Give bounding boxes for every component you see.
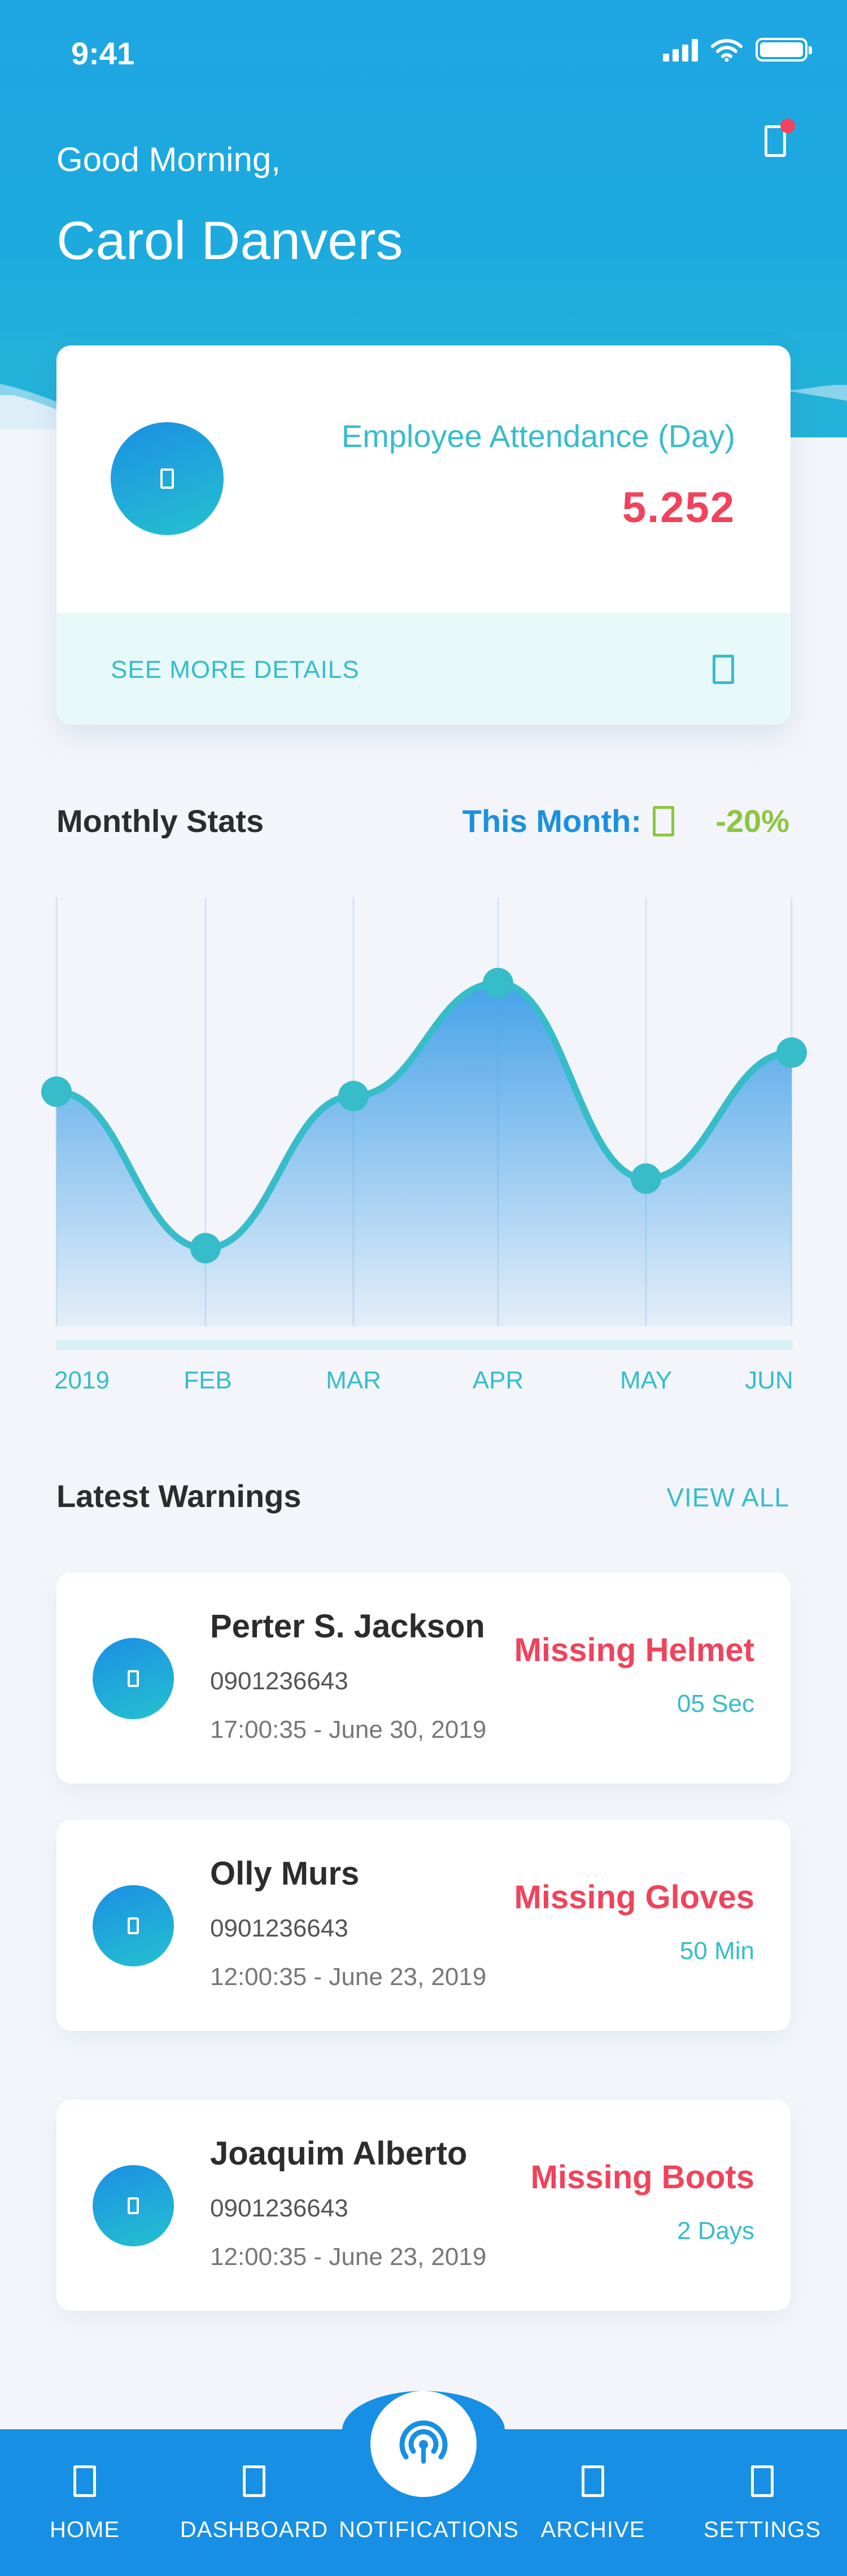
chart-point[interactable] [338, 1080, 369, 1111]
warning-elapsed: 50 Min [679, 1937, 754, 1965]
nav-notifications[interactable]: NOTIFICATIONS [339, 2429, 519, 2576]
employee-avatar-icon [93, 1885, 174, 1966]
status-time: 9:41 [71, 36, 135, 71]
nav-dashboard[interactable]: DASHBOARD [169, 2429, 339, 2576]
notification-badge [780, 119, 795, 133]
notifications-icon [399, 2420, 448, 2464]
bell-icon[interactable] [761, 119, 795, 157]
attendance-value: 5.252 [622, 484, 735, 532]
header [0, 0, 847, 395]
chart-point[interactable] [190, 1233, 221, 1264]
warning-timestamp: 12:00:35 - June 23, 2019 [210, 1963, 487, 1991]
see-more-label: SEE MORE DETAILS [111, 656, 360, 684]
nav-archive[interactable]: ARCHIVE [508, 2429, 678, 2576]
warning-employee-name: Joaquim Alberto [210, 2135, 468, 2172]
warning-elapsed: 05 Sec [677, 1690, 754, 1718]
warning-card[interactable]: Olly Murs 0901236643 12:00:35 - June 23,… [56, 1820, 791, 2031]
chart-x-tick-label: JUN [745, 1366, 793, 1394]
warning-phone: 0901236643 [210, 2194, 348, 2222]
chart-point[interactable] [631, 1163, 661, 1194]
trend-down-icon [653, 806, 674, 836]
warning-phone: 0901236643 [210, 1915, 348, 1942]
chart-line [53, 979, 795, 1252]
warning-card[interactable]: Perter S. Jackson 0901236643 17:00:35 - … [56, 1572, 791, 1784]
nav-label: DASHBOARD [180, 2517, 329, 2542]
greeting: Good Morning, [56, 141, 281, 178]
user-name: Carol Danvers [56, 211, 403, 271]
warning-type: Missing Helmet [514, 1632, 754, 1668]
settings-icon [751, 2465, 774, 2497]
wifi-icon [711, 39, 743, 62]
month-change: -20% [715, 803, 789, 839]
latest-warnings-title: Latest Warnings [56, 1478, 302, 1514]
this-month-label: This Month: [462, 803, 641, 839]
employee-avatar-icon [93, 1638, 174, 1719]
monthly-stats-title: Monthly Stats [56, 803, 264, 839]
notifications-fab[interactable] [370, 2391, 477, 2497]
warning-timestamp: 12:00:35 - June 23, 2019 [210, 2243, 487, 2271]
see-more-details-button[interactable]: SEE MORE DETAILS [56, 613, 791, 725]
battery-icon [756, 38, 812, 62]
warning-timestamp: 17:00:35 - June 30, 2019 [210, 1716, 487, 1743]
nav-label: NOTIFICATIONS [339, 2517, 519, 2542]
nav-label: SETTINGS [703, 2517, 822, 2542]
warning-elapsed: 2 Days [677, 2217, 754, 2245]
monthly-stats-chart: 2019 FEB MAR APR MAY JUN [41, 897, 807, 1394]
warning-type: Missing Boots [530, 2159, 754, 2196]
chart-x-tick-label: MAR [326, 1366, 381, 1394]
chart-x-tick-label: FEB [184, 1366, 232, 1394]
chart-baseline [56, 1340, 793, 1350]
nav-home[interactable]: HOME [0, 2429, 169, 2576]
attendance-label: Employee Attendance (Day) [341, 418, 735, 454]
attendance-icon [111, 422, 224, 535]
status-icons [663, 37, 812, 62]
arrow-right-icon [713, 655, 734, 684]
archive-icon [582, 2465, 604, 2497]
signal-icon [663, 38, 698, 62]
employee-avatar-icon [93, 2165, 174, 2246]
chart-x-tick-label: 2019 [54, 1366, 110, 1394]
warning-card[interactable]: Joaquim Alberto 0901236643 12:00:35 - Ju… [56, 2100, 791, 2311]
nav-settings[interactable]: SETTINGS [678, 2429, 847, 2576]
attendance-card: Employee Attendance (Day) 5.252 SEE MORE… [56, 345, 791, 725]
warning-employee-name: Perter S. Jackson [210, 1608, 485, 1645]
chart-x-tick-label: MAY [620, 1366, 672, 1394]
nav-label: HOME [50, 2517, 120, 2542]
chart-x-tick-label: APR [473, 1366, 523, 1394]
dashboard-icon [243, 2465, 265, 2497]
chart-point[interactable] [776, 1037, 807, 1068]
view-all-link[interactable]: VIEW ALL [666, 1483, 789, 1512]
home-icon [73, 2465, 96, 2497]
warning-phone: 0901236643 [210, 1667, 348, 1695]
chart-point[interactable] [483, 967, 513, 998]
chart-area [56, 983, 792, 1326]
chart-point[interactable] [41, 1076, 72, 1107]
nav-label: ARCHIVE [540, 2517, 645, 2542]
warning-employee-name: Olly Murs [210, 1855, 360, 1892]
warning-type: Missing Gloves [514, 1879, 754, 1916]
